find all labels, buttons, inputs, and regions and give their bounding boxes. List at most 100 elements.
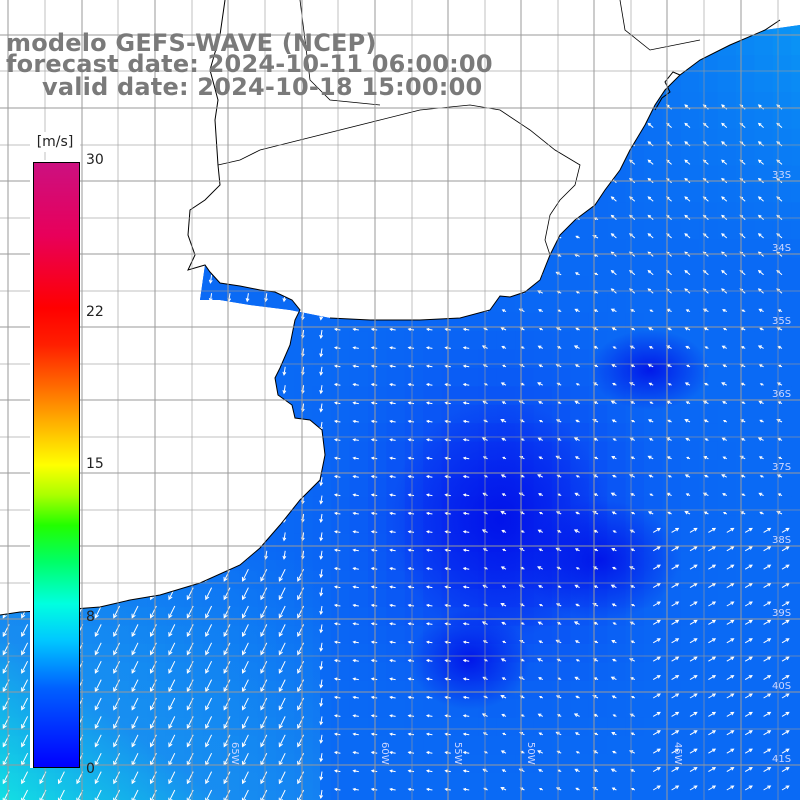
wind-cell (791, 220, 800, 240)
wind-arrow-head (172, 482, 176, 487)
wind-arrow-head (610, 400, 615, 405)
wind-arrow-head (131, 632, 136, 638)
wind-cell (699, 257, 719, 277)
wind-cell (680, 680, 700, 700)
wind-arrow (463, 181, 470, 184)
wind-arrow (390, 236, 396, 239)
wind-arrow (136, 403, 139, 412)
wind-arrow (320, 477, 323, 486)
wind-cell (644, 662, 663, 682)
wind-cell (18, 0, 37, 19)
wind-arrow (463, 199, 470, 202)
wind-arrow-head (444, 659, 448, 663)
wind-arrow-head (675, 638, 680, 642)
wind-arrow-head (352, 659, 356, 663)
wind-arrow-head (389, 567, 393, 571)
wind-arrow (117, 219, 121, 228)
wind-cell (680, 165, 700, 185)
wind-cell (570, 257, 590, 277)
wind-arrow (320, 293, 323, 302)
wind-arrow (99, 477, 102, 486)
wind-cell (644, 0, 663, 19)
wind-arrow-head (389, 640, 393, 644)
wind-cell (0, 257, 19, 277)
wind-arrow-head (205, 742, 210, 748)
wind-cell (680, 73, 700, 93)
wind-cell (552, 791, 571, 800)
wind-arrow-head (24, 224, 29, 229)
wind-arrow-head (575, 327, 579, 331)
wind-arrow (283, 550, 286, 559)
wind-cell (717, 478, 737, 498)
wind-cell (680, 147, 700, 167)
wind-arrow-head (538, 493, 542, 497)
wind-cell (662, 0, 681, 19)
wind-cell (220, 349, 240, 369)
wind-cell (496, 312, 516, 332)
wind-arrow (283, 495, 286, 504)
wind-arrow-head (135, 463, 140, 468)
wind-arrow (260, 624, 268, 637)
wind-arrow (781, 730, 790, 736)
wind-arrow-head (667, 419, 671, 423)
wind-cell (110, 312, 130, 332)
wind-cell (165, 441, 185, 461)
wind-arrow-head (574, 124, 579, 129)
wind-cell (147, 257, 167, 277)
wind-arrow-head (575, 199, 579, 202)
wind-arrow (260, 734, 268, 747)
wind-arrow-head (94, 724, 99, 730)
wind-arrow (25, 550, 29, 559)
wind-cell (294, 239, 314, 259)
wind-arrow-head (149, 576, 155, 582)
wind-arrow-head (425, 695, 430, 699)
wind-arrow (21, 660, 29, 674)
wind-arrow-head (223, 687, 228, 693)
wind-arrow-head (24, 408, 29, 413)
wind-cell (515, 73, 535, 93)
wind-arrow (708, 693, 716, 699)
wind-cell (699, 110, 719, 130)
wind-arrow (301, 145, 305, 155)
wind-arrow-head (684, 419, 689, 423)
wind-cell (312, 276, 332, 295)
wind-cell (570, 717, 590, 737)
wind-cell (736, 533, 755, 553)
wind-arrow-head (135, 408, 140, 413)
wind-cell (184, 0, 203, 19)
wind-arrow (173, 109, 176, 118)
wind-cell (478, 368, 498, 387)
wind-cell (625, 441, 645, 461)
wind-cell (699, 772, 719, 792)
wind-arrow-head (407, 695, 412, 699)
wind-arrow-head (444, 272, 448, 276)
wind-arrow (671, 675, 679, 681)
wind-arrow (94, 587, 102, 600)
wind-cell (460, 368, 479, 387)
wind-arrow-head (675, 527, 680, 532)
wind-arrow-head (389, 677, 393, 681)
wind-cell (147, 423, 167, 443)
wind-cell (220, 239, 240, 259)
wind-cell (496, 294, 516, 314)
wind-cell (644, 294, 663, 314)
wind-cell (717, 552, 737, 571)
wind-arrow-head (223, 613, 228, 619)
wind-cell (680, 699, 700, 719)
wind-arrow-head (648, 346, 653, 349)
wind-arrow-head (757, 196, 762, 200)
wind-arrow-head (462, 567, 467, 571)
wind-arrow-head (21, 576, 26, 582)
wind-cell (423, 239, 443, 259)
wind-arrow-head (98, 518, 103, 524)
wind-cell (552, 110, 571, 130)
wind-cell (386, 147, 406, 167)
wind-arrow-head (758, 456, 763, 460)
wind-arrow-head (282, 132, 287, 137)
wind-arrow-head (113, 705, 118, 711)
wind-cell (496, 717, 516, 737)
wind-cell (239, 110, 259, 130)
wind-cell (625, 294, 645, 314)
wind-arrow-head (319, 518, 324, 524)
wind-arrow (278, 716, 286, 729)
